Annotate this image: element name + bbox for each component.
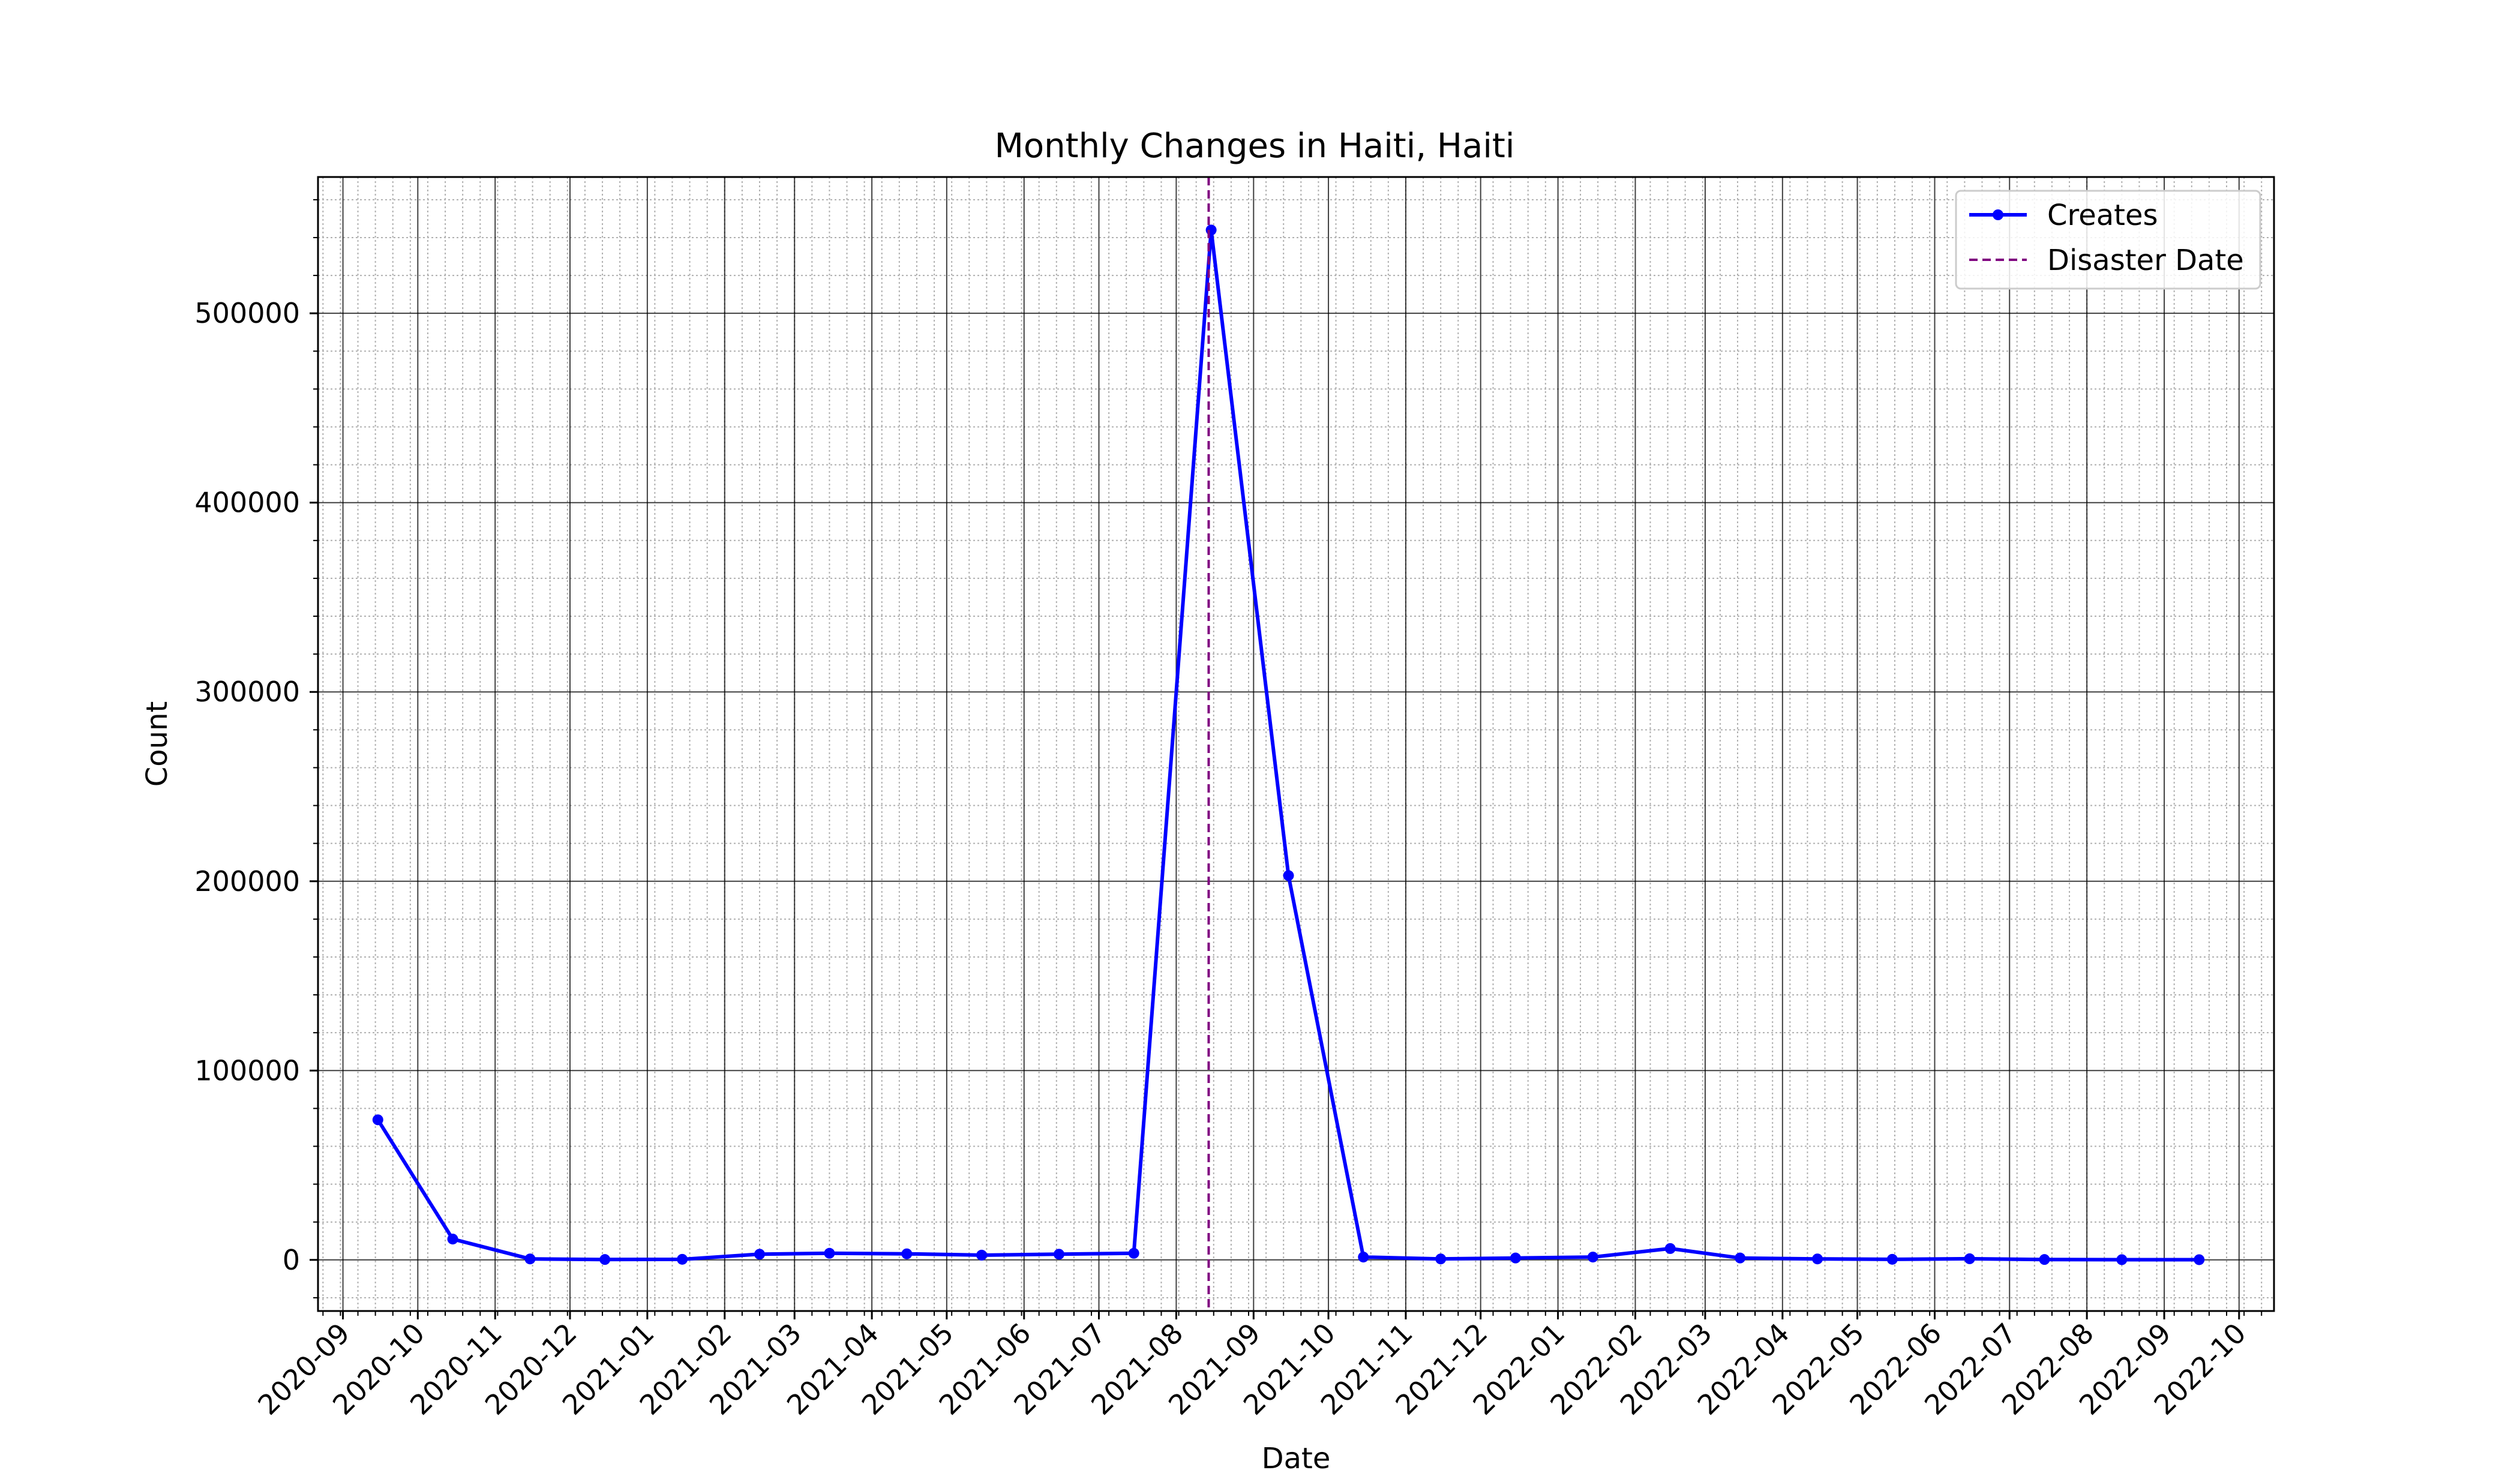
data-point <box>1128 1247 1139 1259</box>
data-point <box>1964 1253 1975 1264</box>
data-point <box>754 1249 765 1260</box>
y-tick-label: 500000 <box>194 297 300 329</box>
data-point <box>524 1253 536 1265</box>
data-point <box>2039 1254 2050 1265</box>
legend-creates-marker <box>1993 209 2003 220</box>
data-point <box>447 1234 458 1245</box>
y-tick-label: 0 <box>283 1244 300 1276</box>
data-point <box>677 1253 688 1265</box>
data-point <box>1587 1252 1598 1263</box>
y-tick-label: 200000 <box>194 865 300 898</box>
data-point <box>372 1114 383 1126</box>
data-point <box>901 1248 913 1259</box>
data-point <box>976 1249 988 1261</box>
data-point <box>1735 1252 1746 1264</box>
data-point <box>1358 1252 1369 1263</box>
data-point <box>1205 224 1217 236</box>
series-line-creates <box>376 228 2200 1262</box>
chart-title: Monthly Changes in Haiti, Haiti <box>995 127 1515 166</box>
data-point <box>1435 1253 1447 1265</box>
data-point <box>1664 1243 1676 1254</box>
data-point <box>824 1247 835 1259</box>
data-point <box>2194 1254 2205 1265</box>
plot-frame <box>317 176 2275 1312</box>
data-point <box>1053 1249 1064 1260</box>
grid <box>318 177 2274 1311</box>
data-point <box>1886 1253 1898 1265</box>
legend-box <box>1955 190 2261 290</box>
data-point <box>1510 1252 1521 1264</box>
y-tick-label: 400000 <box>194 487 300 519</box>
y-tick-label: 300000 <box>194 676 300 708</box>
data-point <box>1283 870 1294 881</box>
data-point <box>599 1254 611 1265</box>
data-point <box>2116 1254 2128 1265</box>
y-tick-label: 100000 <box>194 1054 300 1087</box>
legend: Creates Disaster Date <box>1955 190 2261 290</box>
data-point <box>1812 1253 1823 1265</box>
legend-disaster-label: Disaster Date <box>2047 244 2244 277</box>
x-axis-label: Date <box>1262 1442 1331 1470</box>
legend-creates-label: Creates <box>2047 199 2158 232</box>
plot-area <box>372 177 2205 1311</box>
y-axis-label: Count <box>140 701 174 787</box>
